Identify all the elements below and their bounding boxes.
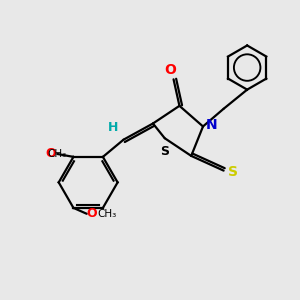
Text: S: S	[160, 145, 169, 158]
Text: S: S	[228, 165, 238, 179]
Text: CH₃: CH₃	[97, 209, 116, 219]
Text: O: O	[45, 147, 56, 161]
Text: H: H	[108, 122, 118, 134]
Text: O: O	[164, 63, 176, 77]
Text: O: O	[87, 207, 97, 220]
Text: N: N	[206, 118, 217, 132]
Text: CH₃: CH₃	[47, 149, 66, 159]
